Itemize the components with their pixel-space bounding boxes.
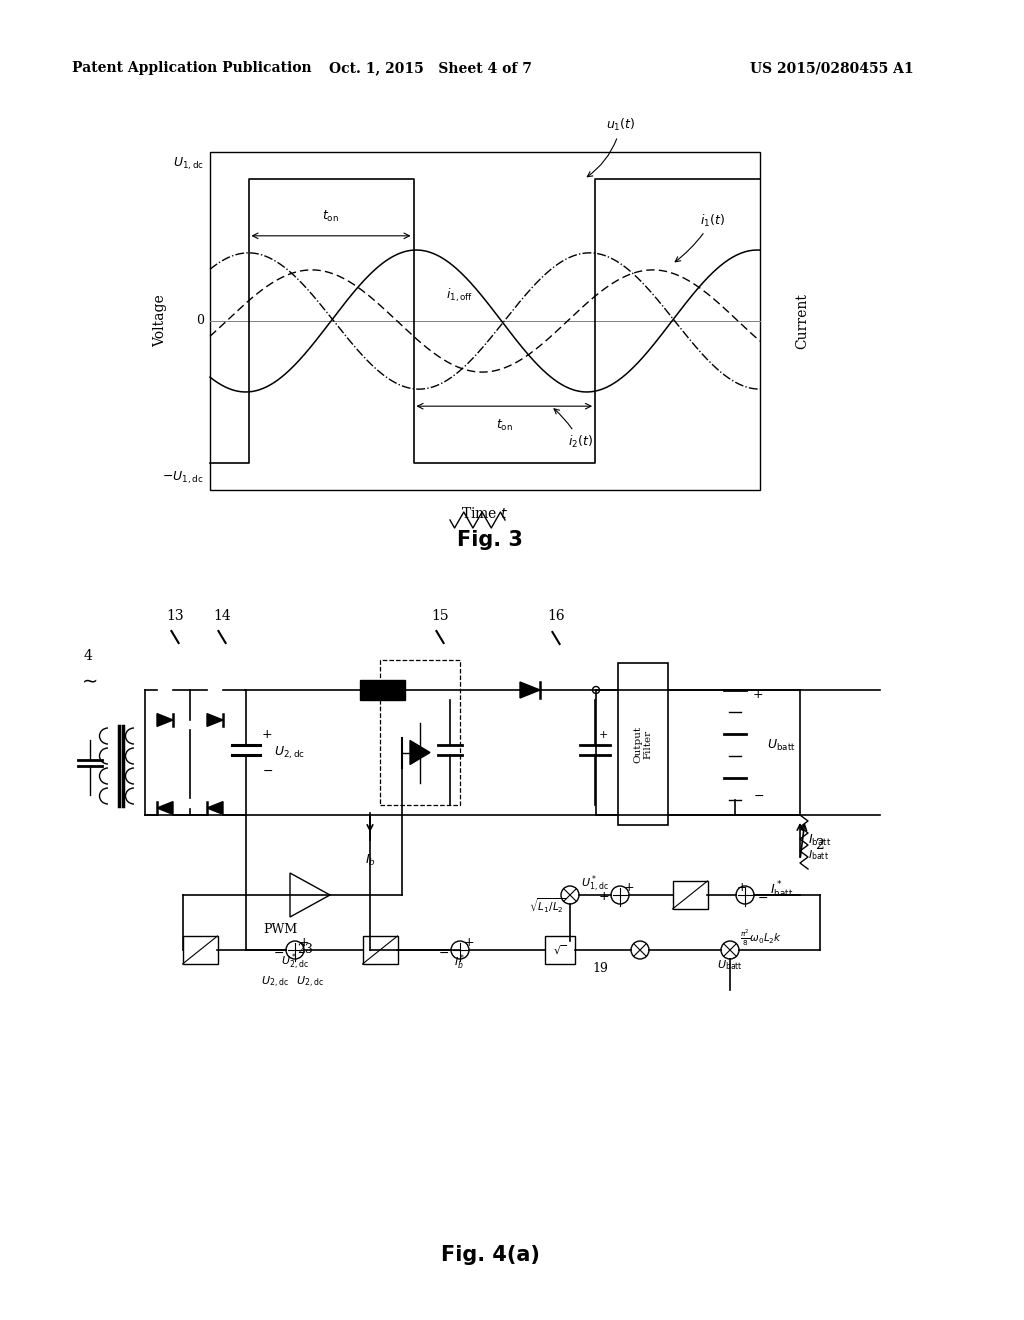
Text: $U_{\mathrm{batt}}$: $U_{\mathrm{batt}}$ (767, 738, 796, 752)
Bar (380, 660, 460, 805)
Text: Patent Application Publication: Patent Application Publication (72, 61, 311, 75)
Bar (545, 936, 575, 964)
Text: $t_{\mathrm{on}}$: $t_{\mathrm{on}}$ (323, 209, 340, 224)
Polygon shape (207, 801, 223, 814)
Bar (618, 663, 668, 825)
Text: Time $t$: Time $t$ (462, 507, 509, 521)
Text: $i_1(t)$: $i_1(t)$ (675, 213, 725, 261)
Text: 4: 4 (84, 649, 92, 663)
Text: $-U_{1,\mathrm{dc}}$: $-U_{1,\mathrm{dc}}$ (163, 470, 204, 486)
Text: $I_{\mathrm{batt}}$: $I_{\mathrm{batt}}$ (808, 849, 829, 862)
Circle shape (593, 686, 599, 693)
Text: $U_{2,\mathrm{dc}}$: $U_{2,\mathrm{dc}}$ (296, 975, 324, 990)
Text: $\frac{\pi^2}{8}\omega_0 L_2 k$: $\frac{\pi^2}{8}\omega_0 L_2 k$ (740, 928, 782, 948)
Polygon shape (410, 741, 430, 764)
Polygon shape (157, 801, 173, 814)
Text: Voltage: Voltage (153, 294, 167, 347)
Text: $t_{\mathrm{on}}$: $t_{\mathrm{on}}$ (496, 418, 513, 433)
Text: Current: Current (795, 293, 809, 348)
Text: +: + (599, 730, 608, 739)
Bar (362, 936, 397, 964)
Text: $U_{\mathrm{batt}}$: $U_{\mathrm{batt}}$ (717, 958, 743, 972)
Text: $U_{1,\mathrm{dc}}$: $U_{1,\mathrm{dc}}$ (173, 156, 204, 172)
Bar (182, 936, 217, 964)
Text: $-$: $-$ (438, 945, 449, 958)
Text: PWM: PWM (263, 923, 297, 936)
Text: 23: 23 (297, 942, 313, 956)
Text: $-$: $-$ (262, 764, 273, 777)
Text: $+$: $+$ (598, 891, 609, 903)
Text: 19: 19 (592, 962, 608, 975)
Text: $U_{2,\mathrm{dc}}$: $U_{2,\mathrm{dc}}$ (261, 975, 289, 990)
Text: $\sqrt{\,}$: $\sqrt{\,}$ (553, 944, 567, 957)
Text: Output
Filter: Output Filter (633, 726, 652, 763)
Text: $\sim$: $\sim$ (78, 671, 98, 689)
Polygon shape (157, 714, 173, 726)
Text: $-$: $-$ (757, 891, 768, 903)
Bar (360, 680, 406, 700)
Text: $+$: $+$ (736, 880, 748, 894)
Text: $I^*_{\mathrm{batt}}$: $I^*_{\mathrm{batt}}$ (770, 880, 794, 900)
Text: 16: 16 (547, 609, 565, 623)
Text: $U^*_{1,\mathrm{dc}}$: $U^*_{1,\mathrm{dc}}$ (581, 873, 609, 894)
Text: Fig. 3: Fig. 3 (457, 531, 523, 550)
Text: US 2015/0280455 A1: US 2015/0280455 A1 (750, 61, 913, 75)
Text: $-$: $-$ (753, 788, 764, 801)
Text: $\sqrt{L_1/L_2}$: $\sqrt{L_1/L_2}$ (529, 896, 566, 915)
Text: $U_{2,\mathrm{dc}}$: $U_{2,\mathrm{dc}}$ (274, 744, 305, 760)
Text: $-$: $-$ (272, 945, 284, 958)
Text: $u_1(t)$: $u_1(t)$ (588, 117, 636, 177)
Text: $I_b$: $I_b$ (365, 853, 376, 869)
Polygon shape (207, 714, 223, 726)
Text: 15: 15 (431, 609, 449, 623)
Text: $+$: $+$ (463, 936, 474, 949)
Text: 13: 13 (166, 609, 184, 623)
Text: +: + (262, 729, 272, 741)
Text: $I_{\mathrm{batt}}$: $I_{\mathrm{batt}}$ (808, 833, 831, 847)
Text: 14: 14 (213, 609, 230, 623)
Bar (673, 880, 708, 909)
Text: $+$: $+$ (298, 936, 309, 949)
Text: $U^*_{2,\mathrm{dc}}$: $U^*_{2,\mathrm{dc}}$ (282, 952, 309, 972)
Text: 2: 2 (815, 838, 823, 851)
Polygon shape (520, 682, 540, 698)
Text: +: + (753, 689, 764, 701)
Text: $I^*_b$: $I^*_b$ (455, 953, 466, 972)
Text: Oct. 1, 2015   Sheet 4 of 7: Oct. 1, 2015 Sheet 4 of 7 (329, 61, 531, 75)
Text: $+$: $+$ (623, 880, 634, 894)
Text: Fig. 4(a): Fig. 4(a) (440, 1245, 540, 1265)
Text: $i_2(t)$: $i_2(t)$ (554, 409, 593, 450)
Text: $i_{1,\mathrm{off}}$: $i_{1,\mathrm{off}}$ (446, 286, 474, 304)
Text: 0: 0 (196, 314, 204, 327)
